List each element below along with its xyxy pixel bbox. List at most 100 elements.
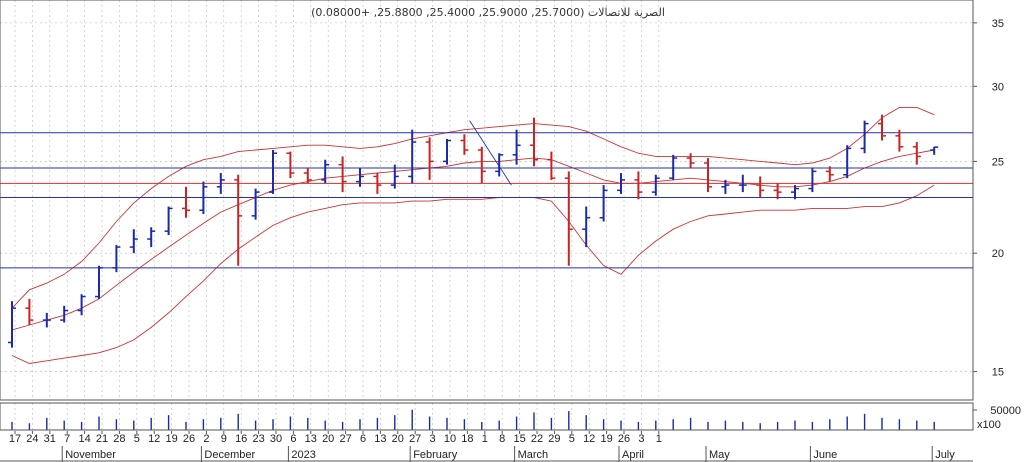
ohlc-bar: [60, 305, 69, 323]
x-month-label: 2023: [291, 449, 315, 461]
x-day-label: 19: [165, 433, 177, 445]
ohlc-bar: [443, 138, 451, 165]
x-day-label: 26: [618, 433, 630, 445]
chart-frame: [0, 0, 974, 462]
x-day-label: 19: [600, 433, 612, 445]
x-day-label: 18: [461, 433, 473, 445]
x-day-label: 20: [392, 433, 404, 445]
x-day-label: 22: [531, 433, 543, 445]
ohlc-bar: [112, 245, 121, 273]
x-day-label: 27: [339, 433, 351, 445]
x-day-label: 10: [444, 433, 456, 445]
trend-line: [469, 120, 512, 186]
x-month-label: April: [622, 449, 644, 461]
y-tick-label: 30: [992, 81, 1004, 93]
bollinger-bands: [11, 106, 935, 364]
x-day-label: 15: [513, 433, 525, 445]
ohlc-bar: [878, 114, 886, 141]
x-day-label: 26: [183, 433, 195, 445]
x-day-label: 3: [430, 433, 436, 445]
ohlc-bar: [599, 185, 608, 222]
ohlc-bar: [512, 129, 521, 165]
ohlc-bar: [216, 173, 225, 194]
x-month-label: December: [204, 449, 255, 461]
ohlc-bar: [286, 151, 295, 179]
x-day-label: 6: [290, 433, 296, 445]
ohlc-bar: [251, 188, 260, 220]
ohlc-bar: [356, 167, 364, 187]
ohlc-bar: [825, 166, 834, 182]
ohlc-bar: [686, 153, 695, 168]
x-day-label: 13: [305, 433, 317, 445]
ohlc-bar: [582, 206, 591, 248]
ohlc-bar: [390, 164, 399, 189]
ohlc-bars: [8, 114, 939, 348]
ohlc-bar: [95, 265, 103, 299]
ohlc-bar: [129, 229, 138, 254]
x-day-label: 20: [322, 433, 334, 445]
ohlc-bar: [721, 179, 730, 194]
x-month-label: July: [935, 449, 955, 461]
x-day-label: 30: [270, 433, 282, 445]
ohlc-bar: [182, 186, 190, 218]
x-day-label: 13: [374, 433, 386, 445]
ohlc-bar: [373, 173, 382, 194]
ohlc-bar: [199, 181, 208, 214]
ohlc-bar: [408, 129, 417, 184]
x-month-label: February: [413, 449, 458, 461]
volume-multiplier-label: x100: [977, 419, 1001, 431]
ohlc-bar: [704, 158, 712, 193]
x-day-label: 17: [9, 433, 21, 445]
bollinger-lower-line: [11, 184, 935, 364]
ohlc-bar: [669, 154, 678, 180]
ohlc-bar: [738, 174, 747, 193]
ohlc-bar: [843, 145, 852, 179]
x-day-label: 7: [64, 433, 70, 445]
price-frame: [0, 0, 974, 401]
ohlc-bar: [808, 167, 817, 193]
ohlc-bar: [895, 129, 904, 152]
ohlc-bar: [530, 117, 538, 167]
bollinger-middle-line: [11, 149, 935, 331]
volume-frame: [0, 402, 974, 431]
ohlc-bar: [425, 137, 434, 180]
x-day-label: 24: [26, 433, 38, 445]
ohlc-bar: [564, 171, 573, 266]
ohlc-bar: [651, 174, 660, 196]
bollinger-upper-line: [11, 106, 935, 309]
x-day-label: 5: [569, 433, 575, 445]
x-day-label: 16: [235, 433, 247, 445]
x-day-label: 29: [548, 433, 560, 445]
x-day-label: 27: [409, 433, 421, 445]
x-day-label: 1: [656, 433, 662, 445]
x-day-label: 21: [96, 433, 108, 445]
x-day-label: 28: [113, 433, 125, 445]
y-tick-label: 15: [992, 367, 1004, 379]
horizontal-levels: [0, 120, 973, 269]
ohlc-bar: [617, 173, 625, 194]
x-day-label: 12: [148, 433, 160, 445]
x-month-label: June: [813, 449, 837, 461]
ohlc-bar: [164, 206, 173, 236]
chart-title: الصرية للاتصالات (25.7000, 25.9000, 25.4…: [311, 6, 665, 19]
x-day-label: 1: [482, 433, 488, 445]
x-day-label: 2: [203, 433, 209, 445]
ohlc-bar: [547, 151, 556, 180]
ohlc-bar: [321, 159, 330, 184]
x-day-label: 8: [499, 433, 505, 445]
ohlc-bar: [338, 156, 347, 193]
ohlc-bar: [495, 153, 504, 177]
x-day-label: 9: [221, 433, 227, 445]
volume-bars: [11, 409, 935, 430]
ohlc-bar: [791, 185, 799, 200]
ohlc-bar: [8, 301, 16, 348]
x-month-label: November: [65, 449, 116, 461]
volume-tick-label: 50000: [990, 405, 1021, 417]
x-month-label: March: [518, 449, 549, 461]
x-day-label: 5: [134, 433, 140, 445]
ohlc-bar: [773, 183, 782, 200]
ohlc-bar: [303, 167, 312, 184]
ohlc-bar: [25, 298, 34, 325]
ohlc-bar: [634, 171, 643, 200]
